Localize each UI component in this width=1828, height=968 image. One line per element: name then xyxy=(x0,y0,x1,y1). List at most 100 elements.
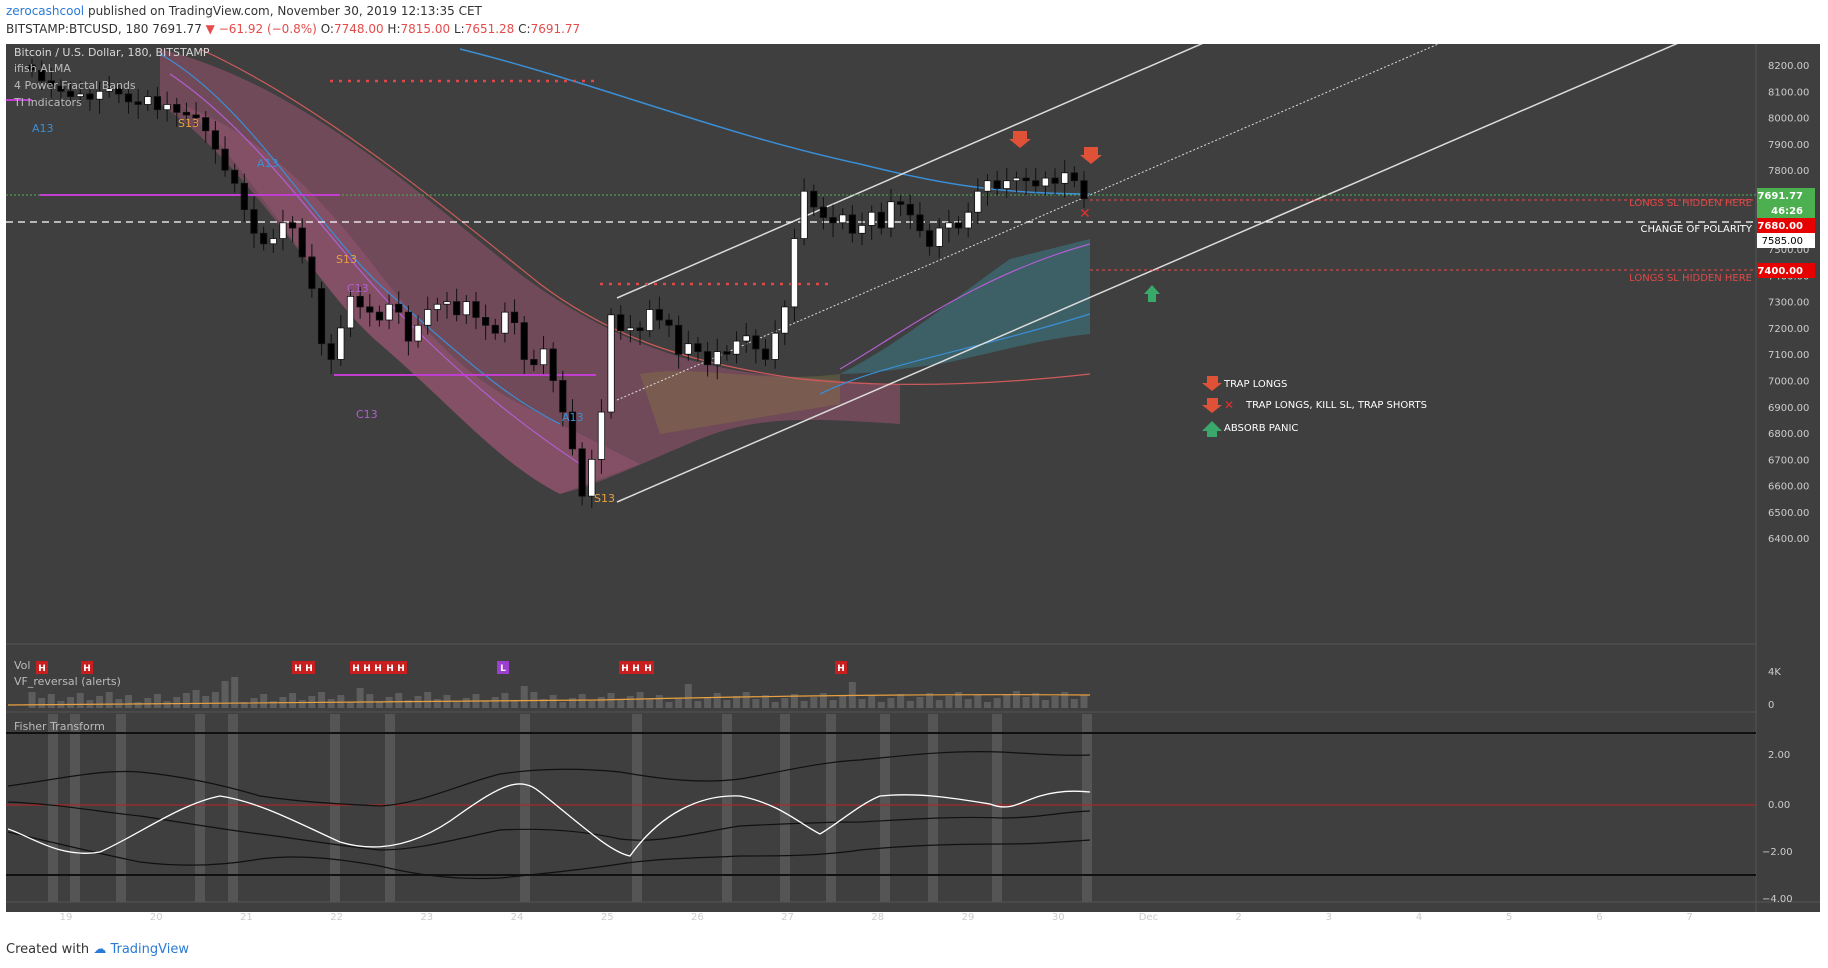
tradingview-brand[interactable]: TradingView xyxy=(110,942,189,957)
price-tick-label: 7100.00 xyxy=(1768,350,1809,361)
volume-bar xyxy=(636,692,644,708)
volume-bar xyxy=(366,694,374,708)
volume-bar xyxy=(385,697,393,708)
h-marker-badge xyxy=(350,661,362,674)
candle-body xyxy=(539,348,548,366)
volume-bar xyxy=(781,698,789,708)
candle-body xyxy=(684,343,692,355)
last-price: 7691.77 xyxy=(152,22,202,36)
fractal-bands xyxy=(159,48,1091,494)
volume-bar xyxy=(269,701,277,708)
trend-channel[interactable] xyxy=(616,44,1690,503)
volume-bar xyxy=(675,698,683,708)
candle-body xyxy=(366,306,374,313)
volume-bar xyxy=(945,696,953,708)
candle-body xyxy=(916,214,924,232)
candle-body xyxy=(1080,180,1088,200)
level-white-tag: 7585.00 xyxy=(1762,236,1803,247)
volume-bar xyxy=(221,681,229,708)
chart-canvas[interactable]: A13 S13 A13 S13 C13 C13 A13 S13 ✕ LONGS … xyxy=(0,44,1828,934)
volume-bar xyxy=(665,702,673,708)
volume-bar xyxy=(906,701,914,708)
candle-body xyxy=(597,411,606,460)
td-label: C13 xyxy=(356,408,378,421)
volume-bar xyxy=(105,692,113,708)
candle-body xyxy=(578,448,586,497)
volume-bar xyxy=(163,701,171,708)
candle-body xyxy=(462,301,470,316)
volume-bar xyxy=(540,699,548,708)
candle-body xyxy=(501,311,509,334)
high-value: 7815.00 xyxy=(400,22,451,36)
absorb-panic-arrow-icon xyxy=(1144,285,1160,302)
candle-body xyxy=(588,458,596,497)
legend-item[interactable]: TI Indicators xyxy=(13,96,82,109)
candle-body xyxy=(549,348,557,381)
volume-bar xyxy=(240,702,248,708)
price-tick-label: 7500.00 xyxy=(1768,245,1809,256)
candle-body xyxy=(790,238,799,308)
candle-body xyxy=(491,324,499,334)
candle-body xyxy=(356,295,364,308)
volume-bar xyxy=(433,699,441,708)
volume-bar xyxy=(182,693,190,708)
volume-bar xyxy=(559,702,567,708)
volume-bar xyxy=(578,694,586,708)
time-tick-label: 25 xyxy=(601,912,614,923)
volume-bar xyxy=(318,692,326,708)
price-tick-label: 6700.00 xyxy=(1768,455,1809,466)
candle-body xyxy=(887,201,895,229)
candle-body xyxy=(771,332,779,360)
candle-body xyxy=(95,90,104,100)
volume-bar xyxy=(926,693,934,708)
candle-body xyxy=(559,380,567,413)
time-tick-label: 28 xyxy=(871,912,884,923)
legend-item[interactable]: 4 Power Fractal Bands xyxy=(14,79,136,92)
tradingview-logo-icon[interactable]: ☁ xyxy=(93,942,107,957)
td-label: A13 xyxy=(562,411,584,424)
volume-bar xyxy=(1041,700,1049,708)
time-tick-label: 3 xyxy=(1326,912,1332,923)
candle-body xyxy=(260,232,268,245)
candle-body xyxy=(337,327,345,360)
fisher-pane: Fisher Transform 2.00 0.00 −2.00 −4.00 xyxy=(6,714,1793,905)
td-label: S13 xyxy=(594,492,615,505)
h-marker: H xyxy=(294,664,302,674)
candle-body xyxy=(829,217,837,224)
l-marker-badge xyxy=(497,661,509,674)
change-of-polarity-label: CHANGE OF POLARITY xyxy=(1640,224,1752,235)
price-axis[interactable]: 8200.008100.008000.007900.007800.007700.… xyxy=(1768,61,1809,545)
fisher-highlight xyxy=(330,714,340,902)
volume-bar xyxy=(723,700,731,708)
volume-bar xyxy=(1070,699,1078,708)
price-tick-label: 6600.00 xyxy=(1768,482,1809,493)
fisher-highlight xyxy=(48,714,58,902)
candle-body xyxy=(954,222,963,229)
candle-body xyxy=(240,182,248,211)
volume-axis-label: 4K xyxy=(1768,667,1781,678)
h-marker-badge xyxy=(292,661,304,674)
volume-bar xyxy=(134,702,142,708)
time-axis[interactable]: 19 20 21 22 23 24 25 26 27 28 29 30 Dec 2 3 4 5 6 7 xyxy=(60,912,1693,923)
volume-bar xyxy=(955,692,963,708)
candle-body xyxy=(385,303,393,321)
h-marker-badge xyxy=(395,661,407,674)
author-link[interactable]: zerocashcool xyxy=(6,4,85,18)
candle-body xyxy=(983,180,992,192)
price-tick-label: 8000.00 xyxy=(1768,114,1809,125)
fisher-highlight xyxy=(780,714,790,902)
volume-bar xyxy=(1080,695,1088,708)
volume-bar xyxy=(1012,691,1020,708)
candle-body xyxy=(665,319,673,326)
h-marker-badge xyxy=(36,661,48,674)
fisher-title: Fisher Transform xyxy=(14,720,105,733)
candle-body xyxy=(945,222,953,229)
volume-bar xyxy=(404,700,412,708)
candle-body xyxy=(742,335,750,342)
candle-body xyxy=(1022,177,1030,182)
volume-bar xyxy=(211,692,219,708)
fisher-axis-label: 2.00 xyxy=(1768,750,1790,761)
volume-bar xyxy=(810,697,818,708)
legend-trap-longs: TRAP LONGS xyxy=(1223,379,1287,390)
legend-item[interactable]: ifish ALMA xyxy=(14,62,71,75)
